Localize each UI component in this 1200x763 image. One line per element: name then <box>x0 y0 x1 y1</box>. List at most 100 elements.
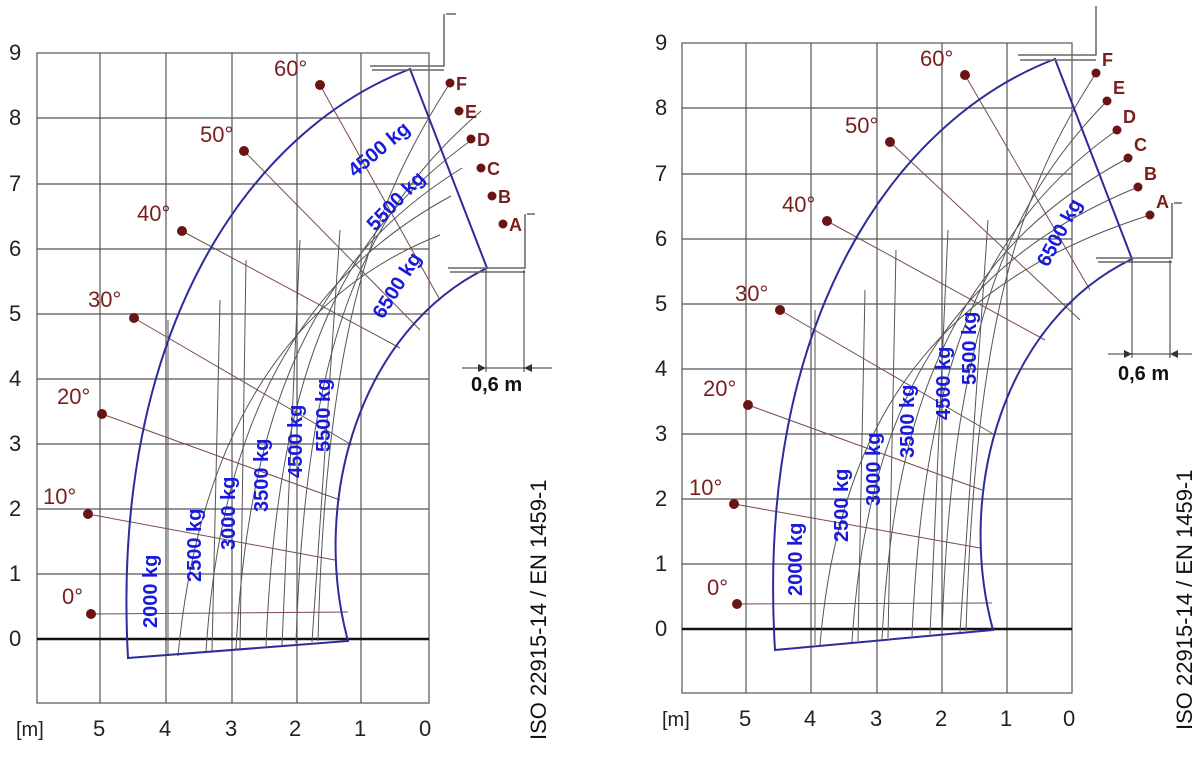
load-label: 4500 kg <box>285 405 307 478</box>
angle-label: 30° <box>88 287 121 312</box>
zone-markers: A B C D E F <box>1091 50 1169 220</box>
angle-label: 60° <box>920 46 953 71</box>
load-label: 4500 kg <box>933 347 955 420</box>
y-tick-label: 1 <box>9 561 21 586</box>
dimension-label: 0,6 m <box>1118 363 1169 385</box>
fork-icon-bottom <box>1096 202 1182 263</box>
load-label: 3000 kg <box>863 433 885 506</box>
y-tick-label: 3 <box>655 421 667 446</box>
load-label: 2500 kg <box>831 469 853 542</box>
angle-label: 30° <box>735 281 768 306</box>
angle-label: 0° <box>62 584 83 609</box>
zone-label: B <box>1144 164 1157 184</box>
y-tick-label: 6 <box>9 236 21 261</box>
x-tick-label: 0 <box>419 716 431 741</box>
angle-label: 50° <box>845 113 878 138</box>
x-tick-label: 4 <box>804 706 816 731</box>
y-tick-label: 4 <box>9 366 21 391</box>
y-tick-label: 8 <box>9 105 21 130</box>
zone-label: A <box>509 215 522 235</box>
load-label: 2000 kg <box>140 555 162 628</box>
zone-dot <box>454 106 464 116</box>
zone-label: C <box>487 159 500 179</box>
y-tick-label: 5 <box>655 291 667 316</box>
dimension-indicator: 0,6 m <box>462 270 552 396</box>
zone-label: D <box>477 130 490 150</box>
chart-grid <box>36 52 430 704</box>
load-labels: 2000 kg 2500 kg 3000 kg 3500 kg 4500 kg … <box>785 195 1087 596</box>
x-tick-labels: [m] 5 4 3 2 1 0 <box>16 716 431 741</box>
zone-dot <box>1102 96 1112 106</box>
x-tick-label: 2 <box>289 716 301 741</box>
y-tick-labels: 0 1 2 3 4 5 6 7 8 9 <box>655 30 667 641</box>
y-tick-labels: 0 1 2 3 4 5 6 7 8 9 <box>9 40 21 651</box>
angle-markers: 0° 10° 20° 30° 40° 50° 60° <box>689 46 970 609</box>
x-tick-label: 1 <box>354 716 366 741</box>
zone-label: A <box>1156 192 1169 212</box>
y-tick-label: 2 <box>655 486 667 511</box>
load-chart-left: 0 1 2 3 4 5 6 7 8 9 [m] 5 4 3 2 1 0 <box>9 13 552 741</box>
zone-dot <box>1145 210 1155 220</box>
angle-label: 40° <box>782 192 815 217</box>
angle-label: 0° <box>707 575 728 600</box>
angle-dot <box>775 305 785 315</box>
x-tick-label: 4 <box>159 716 171 741</box>
zone-dot <box>487 191 497 201</box>
angle-fan-lines <box>87 84 441 615</box>
x-tick-labels: [m] 5 4 3 2 1 0 <box>662 706 1075 731</box>
angle-dot <box>97 409 107 419</box>
angle-label: 20° <box>57 384 90 409</box>
y-tick-label: 9 <box>9 40 21 65</box>
load-label: 3500 kg <box>251 439 273 512</box>
zone-label: C <box>1134 135 1147 155</box>
angle-dot <box>743 400 753 410</box>
angle-dot <box>960 70 970 80</box>
fork-icon-top <box>370 13 456 71</box>
load-envelope <box>125 67 489 660</box>
zone-dot <box>1133 182 1143 192</box>
zone-label: E <box>465 102 477 122</box>
x-tick-label: 5 <box>739 706 751 731</box>
angle-dot <box>129 313 139 323</box>
y-tick-label: 2 <box>9 496 21 521</box>
zone-arcs <box>819 72 1151 646</box>
y-tick-label: 0 <box>9 626 21 651</box>
x-tick-label: 1 <box>1000 706 1012 731</box>
y-tick-label: 7 <box>655 161 667 186</box>
y-tick-label: 1 <box>655 551 667 576</box>
x-tick-label: 5 <box>93 716 105 741</box>
load-label: 3000 kg <box>218 477 240 550</box>
angle-label: 20° <box>703 376 736 401</box>
load-chart-right: 0 1 2 3 4 5 6 7 8 9 [m] 5 4 3 2 1 0 <box>655 6 1197 731</box>
dimension-indicator: 0,6 m <box>1108 260 1192 385</box>
load-label: 2000 kg <box>785 523 807 596</box>
x-tick-label: 0 <box>1063 706 1075 731</box>
zone-dot <box>498 219 508 229</box>
unit-label: [m] <box>16 719 44 741</box>
dimension-label: 0,6 m <box>471 374 522 396</box>
angle-dot <box>239 146 249 156</box>
angle-dot <box>177 226 187 236</box>
load-lines <box>167 229 341 656</box>
x-tick-label: 3 <box>225 716 237 741</box>
angle-fan-lines <box>733 74 1091 605</box>
y-tick-label: 7 <box>9 171 21 196</box>
angle-label: 60° <box>274 56 307 81</box>
zone-dot <box>1091 68 1101 78</box>
angle-label: 40° <box>137 201 170 226</box>
zone-dot <box>1112 125 1122 135</box>
x-tick-label: 2 <box>935 706 947 731</box>
y-tick-label: 3 <box>9 431 21 456</box>
angle-label: 10° <box>43 484 76 509</box>
zone-dot <box>1123 153 1133 163</box>
zone-label: D <box>1123 107 1136 127</box>
fork-icon-bottom <box>448 213 535 273</box>
zone-dot <box>476 163 486 173</box>
x-tick-label: 3 <box>870 706 882 731</box>
zone-dot <box>445 78 455 88</box>
angle-label: 10° <box>689 475 722 500</box>
standard-label: ISO 22915-14 / EN 1459-1 <box>526 480 551 741</box>
zone-markers: A B C D E F <box>445 74 522 235</box>
y-tick-label: 5 <box>9 301 21 326</box>
